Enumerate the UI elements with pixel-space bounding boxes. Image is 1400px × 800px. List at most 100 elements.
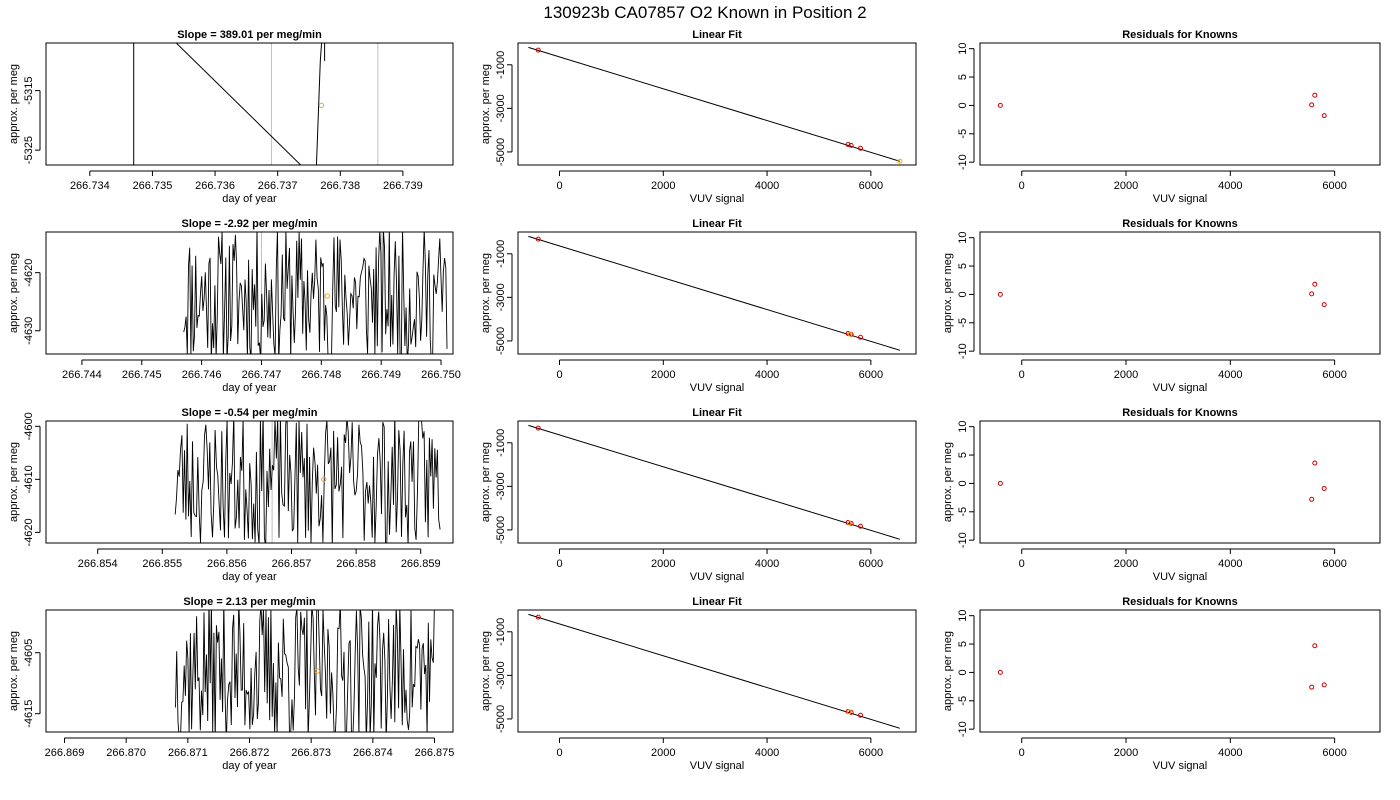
y-tick-label: 5	[957, 74, 969, 80]
data-point	[847, 331, 853, 337]
plot-area	[997, 92, 1327, 119]
y-axis-label: approx. per meg	[942, 631, 954, 711]
x-tick-label: 4000	[755, 180, 779, 192]
panel-title: Residuals for Knowns	[1122, 596, 1238, 608]
panel-3-2: Linear Fit 0 2000 4000 6000 VUV signal -1000 -3…	[480, 407, 917, 583]
x-tick-label: 0	[556, 747, 562, 759]
x-tick-label: 0	[556, 558, 562, 570]
plot-frame	[979, 231, 1381, 355]
x-tick-label: 266.875	[415, 747, 455, 759]
y-tick-label: 10	[957, 43, 969, 55]
fit-line	[528, 613, 901, 729]
data-point	[857, 334, 863, 340]
y-tick-label: -1000	[495, 51, 507, 79]
x-tick-label: 0	[1019, 180, 1025, 192]
x-tick-label: 266.855	[142, 558, 182, 570]
y-tick-label: -5315	[23, 77, 35, 105]
x-tick-label: 266.874	[353, 747, 393, 759]
data-point	[1312, 460, 1318, 466]
x-axis-label: day of year	[222, 193, 277, 205]
y-tick-label: 5	[957, 263, 969, 269]
data-point	[1309, 102, 1315, 108]
x-tick-label: 4000	[755, 369, 779, 381]
y-tick-label: -5	[957, 129, 969, 139]
y-tick-label: 0	[957, 669, 969, 675]
x-tick-label: 4000	[1218, 369, 1242, 381]
y-tick-label: -10	[957, 532, 969, 548]
x-tick-label: 4000	[1218, 747, 1242, 759]
x-axis-label: day of year	[222, 760, 277, 772]
data-point	[857, 523, 863, 529]
y-tick-label: 0	[957, 291, 969, 297]
x-tick-label: 4000	[755, 747, 779, 759]
panel-1-1: Slope = 389.01 per meg/min 266.734 266.735…	[8, 29, 454, 205]
panel-2-2: Linear Fit 0 2000 4000 6000 VUV signal -1000 -3…	[480, 218, 917, 394]
data-point	[1312, 281, 1318, 287]
highlight-point	[318, 102, 325, 109]
panel-title: Linear Fit	[692, 407, 742, 419]
plot-frame	[517, 42, 917, 166]
x-tick-label: 6000	[859, 180, 883, 192]
y-axis-label: approx. per meg	[480, 631, 492, 711]
y-tick-label: -3000	[495, 94, 507, 122]
plot-area	[175, 610, 435, 732]
y-tick-label: -5000	[495, 705, 507, 733]
data-point	[1312, 643, 1318, 649]
x-tick-label: 266.858	[336, 558, 376, 570]
data-point	[1309, 684, 1315, 690]
panel-4-1: Slope = 2.13 per meg/min 266.869 266.870 26…	[8, 596, 454, 772]
data-point	[848, 142, 854, 148]
y-tick-label: -4600	[23, 412, 35, 440]
x-tick-label: 266.734	[70, 180, 110, 192]
x-tick-label: 6000	[859, 558, 883, 570]
data-point	[535, 614, 541, 620]
x-axis-label: VUV signal	[690, 571, 744, 583]
plot-area	[528, 424, 901, 540]
x-tick-label: 4000	[1218, 558, 1242, 570]
data-point	[535, 425, 541, 431]
panel-4-2: Linear Fit 0 2000 4000 6000 VUV signal -1000 -3…	[480, 596, 917, 772]
x-tick-label: 0	[1019, 558, 1025, 570]
x-tick-label: 4000	[755, 558, 779, 570]
panel-grid: Slope = 389.01 per meg/min 266.734 266.735…	[8, 29, 1381, 772]
y-tick-label: -5000	[495, 138, 507, 166]
plot-frame	[45, 420, 454, 544]
y-tick-label: -1000	[495, 429, 507, 457]
x-tick-label: 0	[556, 369, 562, 381]
y-tick-label: 5	[957, 641, 969, 647]
panel-title: Residuals for Knowns	[1122, 407, 1238, 419]
panel-title: Slope = 389.01 per meg/min	[177, 29, 322, 41]
y-tick-label: 10	[957, 610, 969, 622]
x-tick-label: 0	[556, 180, 562, 192]
y-tick-label: -4615	[23, 700, 35, 728]
x-tick-label: 2000	[1114, 747, 1138, 759]
y-tick-label: 10	[957, 421, 969, 433]
y-tick-label: -4605	[23, 639, 35, 667]
y-tick-label: -5000	[495, 516, 507, 544]
data-point	[1309, 291, 1315, 297]
x-tick-label: 266.854	[78, 558, 118, 570]
x-axis-label: day of year	[222, 571, 277, 583]
y-tick-label: -10	[957, 154, 969, 170]
y-axis-label: approx. per meg	[8, 253, 20, 333]
x-tick-label: 0	[1019, 747, 1025, 759]
y-tick-label: 5	[957, 452, 969, 458]
y-tick-label: -1000	[495, 240, 507, 268]
x-axis-label: day of year	[222, 382, 277, 394]
panel-title: Linear Fit	[692, 29, 742, 41]
y-axis-label: approx. per meg	[480, 253, 492, 333]
x-axis-label: VUV signal	[1153, 571, 1207, 583]
highlight-point	[314, 668, 321, 674]
x-tick-label: 2000	[1114, 558, 1138, 570]
y-tick-label: 0	[957, 480, 969, 486]
panel-2-1: Slope = -2.92 per meg/min 266.744 266.745 2…	[8, 218, 461, 394]
x-tick-label: 266.735	[133, 180, 173, 192]
data-point	[535, 47, 541, 53]
plot-frame	[45, 609, 454, 733]
plot-frame	[979, 42, 1381, 166]
y-axis-label: approx. per meg	[8, 442, 20, 522]
panel-title: Linear Fit	[692, 596, 742, 608]
plot-area	[997, 281, 1327, 308]
signal-trace	[174, 421, 441, 543]
x-tick-label: 266.869	[45, 747, 85, 759]
